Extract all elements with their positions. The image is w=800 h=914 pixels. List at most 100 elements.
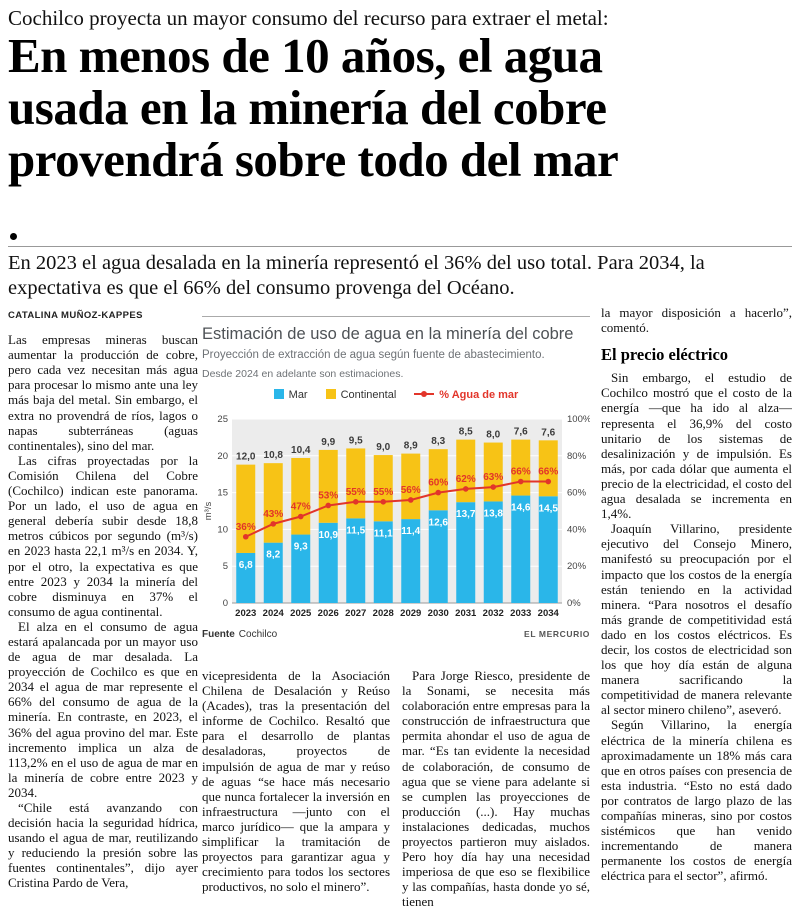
- continental-value-label: 9,9: [321, 437, 335, 448]
- bar-mar: [401, 519, 421, 603]
- article-paragraph: Joaquín Villarino, presidente ejecutivo …: [601, 521, 792, 718]
- mining-water-chart-svg: 05101520250%20%40%60%80%100%12,06,820231…: [203, 414, 592, 619]
- headline-line-1: En menos de 10 años, el agua: [8, 28, 603, 83]
- bar-continental: [236, 464, 256, 553]
- y2-axis-tick: 60%: [567, 488, 587, 499]
- article-paragraph: “Chile está avanzando con decisión hacia…: [8, 800, 198, 891]
- x-axis-year-label: 2030: [428, 608, 449, 619]
- bar-mar: [428, 510, 448, 603]
- article-paragraph: Según Villarino, la energía eléctrica de…: [601, 717, 792, 884]
- pct-value-label: 55%: [373, 487, 393, 498]
- pct-value-label: 62%: [456, 474, 476, 485]
- y2-axis-tick: 0%: [567, 598, 581, 609]
- chart-block: Estimación de uso de agua en la minería …: [202, 316, 592, 640]
- line-point: [545, 478, 552, 485]
- mar-value-label: 11,5: [346, 525, 365, 536]
- x-axis-year-label: 2027: [345, 608, 366, 619]
- article-paragraph: Para Jorge Riesco, presidente de la Sona…: [402, 668, 590, 910]
- bar-mar: [456, 502, 476, 603]
- line-point: [270, 521, 277, 527]
- line-point: [407, 497, 414, 503]
- mar-value-label: 14,5: [539, 503, 559, 514]
- line-point: [490, 484, 497, 490]
- y2-axis-tick: 100%: [567, 414, 590, 425]
- pct-value-label: 60%: [428, 478, 448, 489]
- continental-value-label: 8,5: [459, 427, 473, 438]
- pct-value-label: 43%: [263, 509, 283, 520]
- main-headline: En menos de 10 años, el agua usada en la…: [8, 30, 796, 186]
- mar-value-label: 13,7: [456, 509, 476, 520]
- bar-continental: [373, 455, 393, 522]
- y-axis-tick: 25: [217, 414, 228, 425]
- y2-axis-tick: 80%: [567, 451, 587, 462]
- x-axis-year-label: 2034: [538, 608, 560, 619]
- bar-mar: [483, 501, 503, 603]
- line-point: [325, 502, 332, 509]
- x-axis-year-label: 2025: [290, 608, 312, 619]
- y-axis-unit-label: m³/s: [203, 502, 214, 521]
- continental-value-label: 10,8: [264, 450, 284, 461]
- line-point: [435, 489, 442, 496]
- continental-value-label: 9,5: [349, 435, 363, 446]
- chart-source-row: Fuente Cochilco EL MERCURIO: [202, 629, 590, 640]
- pct-value-label: 53%: [318, 490, 338, 501]
- plot-background: [232, 419, 562, 603]
- bar-continental: [346, 448, 366, 519]
- pct-value-label: 36%: [236, 522, 256, 533]
- y-axis-tick: 20: [217, 451, 228, 462]
- horizontal-rule: [8, 246, 792, 247]
- x-axis-year-label: 2033: [510, 608, 531, 619]
- x-axis-year-label: 2024: [263, 608, 285, 619]
- continental-value-label: 7,6: [541, 427, 555, 438]
- continental-value-label: 8,3: [431, 436, 445, 447]
- continental-value-label: 7,6: [514, 427, 528, 438]
- bar-mar: [291, 534, 311, 603]
- mar-value-label: 6,8: [239, 560, 253, 571]
- column-1-text: Las empresas mineras buscan aumentar la …: [8, 332, 198, 890]
- mar-value-label: 14,6: [511, 503, 531, 514]
- bar-mar: [236, 552, 256, 603]
- deck-summary: En 2023 el agua desalada en la minería r…: [8, 252, 705, 299]
- y-axis-tick: 15: [217, 488, 228, 499]
- section-bullet: [10, 233, 17, 240]
- mar-value-label: 9,3: [294, 542, 308, 553]
- article-column-1: CATALINA MUÑOZ-KAPPES Las empresas miner…: [8, 308, 198, 912]
- continental-value-label: 9,0: [376, 442, 390, 453]
- bar-continental: [291, 458, 311, 535]
- chart-note: Desde 2024 en adelante son estimaciones.: [202, 368, 404, 380]
- pct-value-label: 56%: [401, 485, 421, 496]
- bar-mar: [511, 495, 531, 603]
- kicker: Cochilco proyecta un mayor consumo del r…: [8, 6, 609, 30]
- bar-mar: [373, 521, 393, 603]
- pct-value-label: 66%: [538, 467, 558, 478]
- bar-continental: [401, 453, 421, 520]
- mar-value-label: 11,4: [401, 526, 420, 537]
- bar-mar: [538, 496, 558, 603]
- source-value: Cochilco: [238, 629, 278, 640]
- article-paragraph: Sin embargo, el estudio de Cochilco most…: [601, 370, 792, 522]
- pct-value-label: 66%: [511, 467, 531, 478]
- y-axis-tick: 0: [223, 598, 228, 609]
- legend-item-mar: Mar: [273, 389, 308, 401]
- continental-value-label: 10,4: [291, 445, 311, 456]
- x-axis-year-label: 2026: [318, 608, 339, 619]
- mar-swatch-icon: [273, 389, 284, 399]
- y2-axis-tick: 40%: [567, 524, 587, 535]
- line-point: [462, 486, 469, 492]
- section-heading-precio-electrico: El precio eléctrico: [601, 345, 729, 365]
- x-axis-year-label: 2023: [235, 608, 256, 619]
- line-marker-icon: [414, 391, 435, 397]
- bar-continental: [318, 449, 338, 523]
- bar-mar: [263, 542, 283, 603]
- pct-value-label: 63%: [483, 472, 503, 483]
- line-point: [517, 478, 524, 485]
- line-point: [242, 533, 249, 540]
- x-axis-year-label: 2031: [455, 608, 477, 619]
- article-paragraph: Las empresas mineras buscan aumentar la …: [8, 332, 198, 453]
- article-column-2: vicepresidenta de la Asociación Chilena …: [202, 668, 390, 914]
- bar-continental: [263, 463, 283, 543]
- pct-value-label: 55%: [346, 487, 366, 498]
- source-label: Fuente: [202, 629, 235, 640]
- continental-value-label: 8,0: [486, 430, 500, 441]
- line-dot-icon: [421, 391, 428, 397]
